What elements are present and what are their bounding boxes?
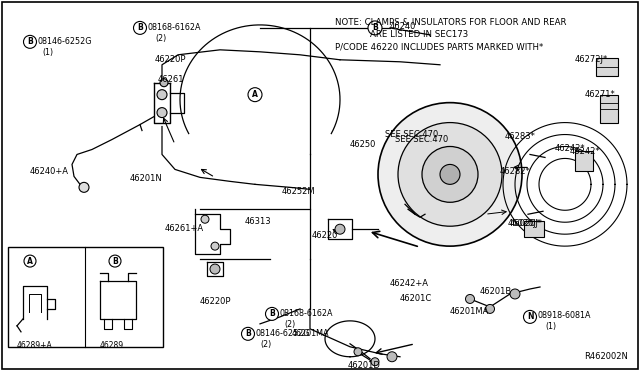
Text: 46201MA: 46201MA: [450, 307, 490, 316]
Text: 46201C: 46201C: [400, 294, 432, 303]
Circle shape: [109, 255, 121, 267]
Text: 46313: 46313: [245, 217, 271, 226]
Circle shape: [354, 348, 362, 356]
Text: P/CODE 46220 INCLUDES PARTS MARKED WITH*: P/CODE 46220 INCLUDES PARTS MARKED WITH*: [335, 43, 543, 52]
Circle shape: [24, 255, 36, 267]
Text: 46289+A: 46289+A: [17, 341, 52, 350]
Circle shape: [378, 103, 522, 246]
Text: N: N: [527, 312, 533, 321]
Text: B: B: [112, 257, 118, 266]
Text: 46250: 46250: [350, 140, 376, 148]
Circle shape: [422, 147, 478, 202]
Text: NOTE: CLAMPS & INSULATORS FOR FLOOR AND REAR: NOTE: CLAMPS & INSULATORS FOR FLOOR AND …: [335, 18, 566, 27]
Circle shape: [211, 242, 219, 250]
Text: A: A: [27, 257, 33, 266]
Text: B: B: [372, 23, 378, 32]
Text: 46020J*: 46020J*: [510, 219, 543, 228]
Text: 08146-6252G: 08146-6252G: [38, 37, 93, 46]
Text: 46220P: 46220P: [200, 297, 232, 306]
Text: B: B: [269, 310, 275, 318]
Text: 46283*: 46283*: [505, 132, 536, 141]
Text: (2): (2): [155, 34, 166, 43]
Text: (2): (2): [284, 320, 295, 329]
Circle shape: [440, 164, 460, 185]
Text: 46240: 46240: [390, 22, 417, 31]
Text: 46252M: 46252M: [282, 187, 316, 196]
Text: 46282*: 46282*: [500, 167, 531, 176]
Text: (1): (1): [42, 48, 53, 57]
Text: 46220: 46220: [312, 231, 339, 240]
Circle shape: [210, 264, 220, 274]
Circle shape: [371, 358, 379, 366]
Circle shape: [160, 79, 168, 87]
Text: 46201B: 46201B: [480, 287, 512, 296]
Text: 46201N: 46201N: [130, 174, 163, 183]
Circle shape: [79, 182, 89, 192]
Circle shape: [134, 22, 147, 34]
Text: SEE SEC.470: SEE SEC.470: [385, 129, 438, 138]
Circle shape: [465, 295, 474, 304]
Circle shape: [387, 352, 397, 362]
Text: SEE SEC.470: SEE SEC.470: [395, 135, 448, 144]
Text: 08168-6162A: 08168-6162A: [280, 309, 333, 318]
Bar: [524, 221, 544, 237]
Bar: [600, 94, 618, 122]
Circle shape: [24, 35, 36, 48]
Text: ARE LISTED IN SEC173: ARE LISTED IN SEC173: [370, 30, 468, 39]
Text: 08146-6252G: 08146-6252G: [256, 329, 310, 338]
Text: B: B: [137, 23, 143, 32]
Text: 46271*: 46271*: [585, 90, 616, 99]
Circle shape: [201, 215, 209, 223]
Circle shape: [368, 21, 382, 35]
Bar: [596, 58, 618, 76]
Text: 46240+A: 46240+A: [30, 167, 69, 176]
Text: (2): (2): [260, 340, 271, 349]
Circle shape: [157, 90, 167, 100]
Text: (1): (1): [545, 322, 556, 331]
Text: 46261+A: 46261+A: [165, 224, 204, 233]
Circle shape: [241, 327, 255, 340]
Text: 46242*: 46242*: [570, 147, 600, 157]
Circle shape: [335, 224, 345, 234]
Bar: [575, 151, 593, 171]
Text: B: B: [245, 329, 251, 338]
Circle shape: [266, 307, 278, 320]
Text: 46289: 46289: [100, 341, 124, 350]
Text: 46261: 46261: [158, 75, 184, 84]
Circle shape: [398, 122, 502, 226]
Circle shape: [486, 304, 495, 313]
Circle shape: [157, 108, 167, 118]
Text: 46220P: 46220P: [155, 55, 186, 64]
Text: 46242+A: 46242+A: [390, 279, 429, 288]
Text: 46201D: 46201D: [348, 361, 381, 370]
Text: 46201MA: 46201MA: [292, 329, 330, 338]
Text: A: A: [252, 90, 258, 99]
Text: 46020J*: 46020J*: [508, 219, 541, 228]
Circle shape: [510, 289, 520, 299]
Bar: [8, 247, 163, 347]
Text: 08168-6162A: 08168-6162A: [148, 23, 202, 32]
Circle shape: [524, 310, 536, 323]
Circle shape: [248, 88, 262, 102]
Text: 46272J*: 46272J*: [575, 55, 608, 64]
Text: R462002N: R462002N: [584, 352, 628, 361]
Text: 46242*: 46242*: [555, 144, 586, 154]
Text: 08918-6081A: 08918-6081A: [538, 311, 591, 320]
Text: B: B: [27, 37, 33, 46]
